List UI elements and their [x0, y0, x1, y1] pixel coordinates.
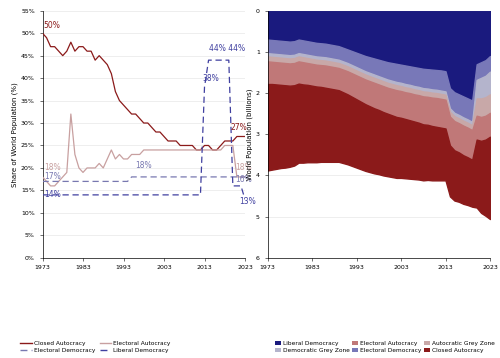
Text: 16%: 16% [235, 175, 252, 184]
Text: 18%: 18% [235, 163, 252, 173]
Text: 27%: 27% [231, 123, 248, 132]
Text: 18%: 18% [136, 161, 152, 170]
Text: 14%: 14% [44, 190, 60, 199]
Legend: Liberal Democracy, Democratic Grey Zone, Electoral Autocracy, Electoral Democrac: Liberal Democracy, Democratic Grey Zone,… [272, 339, 497, 355]
Y-axis label: Share of World Population (%): Share of World Population (%) [12, 82, 18, 187]
Legend: Closed Autocracy, Electoral Democracy, Electoral Autocracy, Liberal Democracy: Closed Autocracy, Electoral Democracy, E… [18, 339, 173, 355]
Text: 18%: 18% [44, 163, 60, 173]
Text: 17%: 17% [44, 171, 60, 180]
Text: 50%: 50% [44, 21, 60, 30]
Y-axis label: World Population (billions): World Population (billions) [246, 88, 253, 180]
Text: 13%: 13% [239, 197, 256, 206]
Text: 38%: 38% [202, 74, 219, 83]
Text: 44% 44%: 44% 44% [208, 44, 244, 53]
